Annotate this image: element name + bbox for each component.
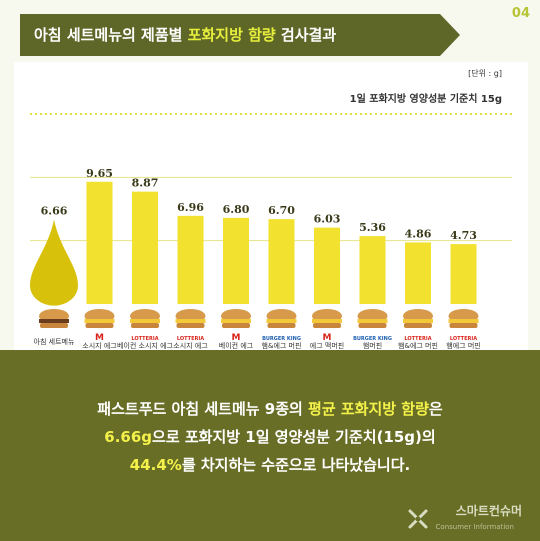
- value-label-9: 4.73: [450, 229, 477, 242]
- category-label-9: 햄에그 머핀: [446, 341, 480, 350]
- value-label-2: 8.87: [132, 177, 159, 190]
- brand-logo-1: M: [95, 333, 104, 343]
- burger-filling-icon-5: [266, 319, 297, 323]
- bar-chart: 6.66 9.65 M 8.87 LOTTERIA 6.96 LOTTERIA 6.80 M 6.…: [30, 113, 512, 350]
- summary-3a: 44.4%: [129, 456, 182, 474]
- bar-3: [177, 215, 204, 304]
- burger-bottom-icon-4: [222, 323, 250, 328]
- brand-logo-9: LOTTERIA: [450, 336, 477, 342]
- summary-2a: 6.66g: [104, 428, 153, 446]
- burger-filling-icon-0: [39, 319, 69, 323]
- smart-consumer-logo-icon: [408, 509, 428, 529]
- burger-bottom-icon-6: [313, 323, 341, 328]
- title-part1: 아침 세트메뉴의 제품별: [34, 26, 188, 44]
- bar-9: [450, 244, 477, 304]
- title-highlight: 포화지방 함량: [187, 26, 276, 44]
- bar-2: [132, 191, 158, 304]
- brand-logo-7: BURGER KING: [353, 336, 392, 342]
- burger-filling-icon-9: [448, 319, 479, 323]
- category-label-2: 베이컨 소시지 에그: [117, 341, 174, 350]
- burger-bottom-icon-2: [131, 323, 159, 328]
- brand-logo-4: M: [232, 333, 241, 343]
- value-label-3: 6.96: [177, 201, 204, 214]
- category-label-1: 소시지 에그: [82, 341, 117, 350]
- value-label-6: 6.03: [314, 213, 341, 226]
- bar-7: [359, 236, 386, 304]
- chart-panel: [단위 : g] 1일 포화지방 영양성분 기준치 15g 6.66 9.65 M 8…: [14, 62, 528, 350]
- title-part2: 검사결과: [275, 26, 337, 44]
- standard-label: 1일 포화지방 영양성분 기준치 15g: [349, 94, 502, 105]
- burger-bottom-icon-9: [449, 323, 478, 328]
- average-drop-mark: [30, 219, 78, 306]
- brand-logo-5: BURGER KING: [262, 336, 301, 342]
- summary-text: 패스트푸드 아침 세트메뉴 9종의 평균 포화지방 함량은 6.66g으로 포화…: [20, 395, 520, 479]
- brand-logo-6: M: [323, 333, 332, 343]
- category-label-4: 베이컨 에그: [219, 341, 254, 350]
- value-label-4: 6.80: [223, 203, 250, 216]
- bar-5: [268, 219, 295, 304]
- brand-logo-8: LOTTERIA: [404, 336, 431, 342]
- burger-filling-icon-2: [130, 319, 160, 323]
- bar-4: [223, 217, 249, 304]
- title-banner: 아침 세트메뉴의 제품별 포화지방 함량 검사결과: [20, 14, 460, 56]
- burger-filling-icon-8: [403, 319, 433, 323]
- value-label-8: 4.86: [405, 227, 432, 240]
- brand-subtitle: Consumer Information: [435, 523, 514, 531]
- summary-panel: 패스트푸드 아침 세트메뉴 9종의 평균 포화지방 함량은 6.66g으로 포화…: [0, 350, 540, 541]
- summary-1a: 패스트푸드 아침 세트메뉴 9종의: [97, 400, 309, 418]
- value-label-0: 6.66: [41, 205, 68, 218]
- summary-1b: 평균 포화지방 함량: [308, 400, 429, 418]
- unit-label: [단위 : g]: [468, 69, 502, 78]
- category-label-6: 에그 맥머핀: [310, 341, 344, 350]
- category-label-3: 소시지 에그: [173, 341, 208, 350]
- burger-bottom-icon-5: [267, 323, 296, 328]
- category-label-7: 햄머핀: [363, 341, 382, 350]
- burger-bottom-icon-1: [85, 323, 114, 328]
- burger-filling-icon-4: [221, 319, 251, 323]
- burger-filling-icon-6: [312, 319, 342, 323]
- value-label-1: 9.65: [86, 167, 113, 180]
- burger-filling-icon-3: [175, 319, 206, 323]
- page-title: 아침 세트메뉴의 제품별 포화지방 함량 검사결과: [34, 24, 336, 45]
- summary-3b: 를 차지하는 수준으로 나타났습니다.: [181, 456, 411, 474]
- brand-logo-3: LOTTERIA: [177, 336, 204, 342]
- brand-logo-2: LOTTERIA: [131, 336, 158, 342]
- value-label-5: 6.70: [268, 204, 295, 217]
- burger-bottom-icon-7: [358, 323, 387, 328]
- burger-bottom-icon-0: [40, 323, 68, 328]
- brand-name: 스마트컨슈머: [455, 504, 522, 518]
- burger-bottom-icon-3: [176, 323, 205, 328]
- bar-6: [314, 227, 340, 304]
- category-label-0: 아침 세트메뉴: [34, 337, 75, 346]
- burger-bottom-icon-8: [404, 323, 432, 328]
- bar-1: [86, 181, 113, 304]
- value-label-7: 5.36: [359, 221, 386, 234]
- bar-8: [405, 242, 431, 304]
- page-number: 04: [511, 6, 530, 21]
- category-label-5: 햄&에그 머핀: [262, 341, 302, 350]
- summary-2b: 으로 포화지방 1일 영양성분 기준치(15g)의: [152, 428, 436, 446]
- summary-1c: 은: [428, 400, 443, 418]
- burger-filling-icon-1: [84, 319, 115, 323]
- burger-filling-icon-7: [357, 319, 388, 323]
- category-label-8: 햄&에그 머핀: [398, 341, 438, 350]
